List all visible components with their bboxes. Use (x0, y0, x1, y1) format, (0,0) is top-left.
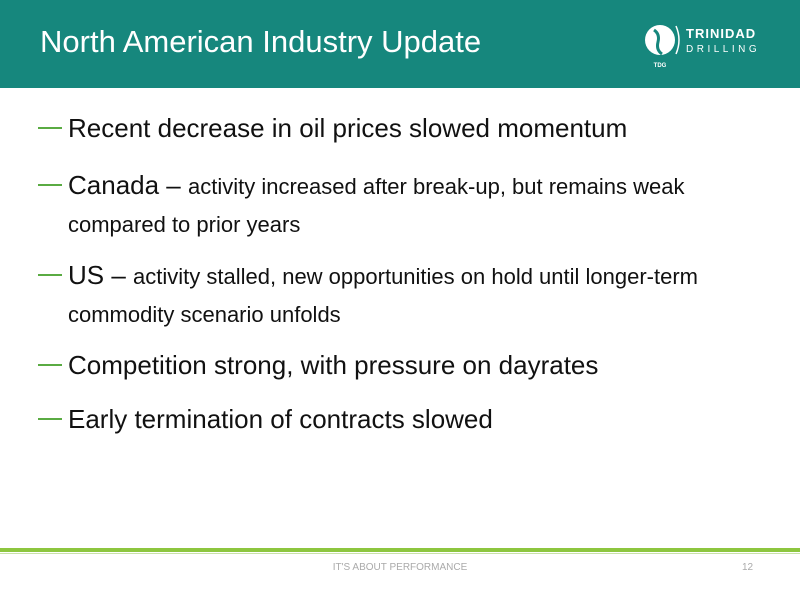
bullet-lead: US – (68, 260, 126, 290)
footer-rule (0, 553, 800, 554)
bullet-text: Competition strong, with pressure on day… (68, 350, 599, 380)
bullet: Canada – activity increased after break-… (38, 167, 768, 243)
bullet-text: activity stalled, new opportunities on h… (68, 264, 699, 327)
logo: TRINIDAD DRILLING TDG (645, 25, 760, 69)
footer-rule (0, 548, 800, 552)
bullet: Competition strong, with pressure on day… (38, 347, 768, 383)
page-number: 12 (742, 562, 754, 573)
bullet: US – activity stalled, new opportunities… (38, 257, 768, 333)
bullet-text: Early termination of contracts slowed (68, 404, 493, 434)
bullet-text: Recent decrease in oil prices slowed mom… (68, 113, 628, 143)
bullet: Recent decrease in oil prices slowed mom… (38, 110, 768, 146)
header-band: North American Industry Update TRINIDAD … (0, 0, 800, 88)
bullet-text: activity increased after break-up, but r… (68, 174, 685, 237)
bullet: Early termination of contracts slowed (38, 401, 768, 437)
bullet-lead: Canada – (68, 170, 181, 200)
slide-title: North American Industry Update (40, 24, 482, 59)
footer-tagline: IT'S ABOUT PERFORMANCE (332, 562, 468, 573)
logo-mark: TDG (654, 63, 667, 69)
logo-globe (645, 25, 675, 55)
logo-text: DRILLING (686, 44, 760, 55)
logo-text: TRINIDAD (686, 26, 756, 41)
